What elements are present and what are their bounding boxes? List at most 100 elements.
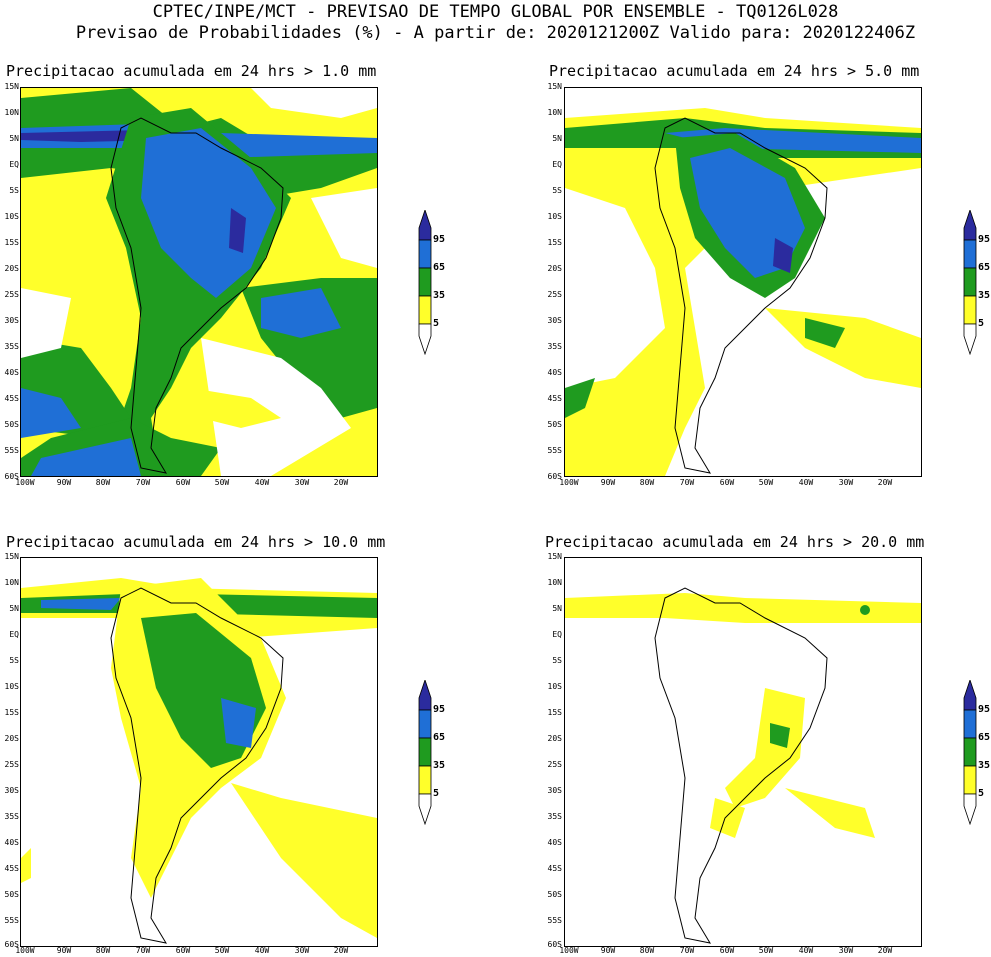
lon-label: 100W [15,946,35,955]
lat-label: EQ [9,630,19,639]
lon-label: 50W [214,478,230,487]
lon-label: 70W [679,946,695,955]
lat-label: 10N [4,578,19,587]
lat-label: EQ [9,160,19,169]
lat-label: 40S [547,368,562,377]
colorbar-label: 95 [433,704,446,715]
lat-label: 15N [547,82,562,91]
colorbar-segment-65 [963,709,977,739]
lat-label: 40S [4,838,19,847]
colorbar-segment-35 [418,267,432,297]
lat-label: 60S [4,472,19,481]
colorbar-segment-65 [963,239,977,269]
lon-label: 100W [15,478,35,487]
panel-title-3: Precipitacao acumulada em 24 hrs > 10.0 … [6,533,386,551]
colorbar-segment-65 [418,239,432,269]
lat-label: 10S [547,682,562,691]
lon-label: 50W [758,946,774,955]
figure-title-line2: Previsao de Probabilidades (%) - A parti… [75,23,916,43]
lat-label: 5S [9,656,19,665]
colorbar-graphic [963,210,977,355]
lon-label: 20W [333,946,349,955]
map-panel-2 [564,87,922,477]
lon-label: 70W [135,946,151,955]
colorbar-segment-5 [963,295,977,325]
lat-label: 35S [4,342,19,351]
map-panel-1 [20,87,378,477]
lat-label: 45S [547,394,562,403]
lat-label: 55S [4,446,19,455]
lat-label: 60S [4,940,19,949]
colorbar-segment-35 [963,267,977,297]
lat-label: 60S [547,940,562,949]
lat-label: 15S [4,238,19,247]
colorbar-segment-below-5 [963,793,977,825]
lat-label: 5S [552,656,562,665]
colorbar-segment-35 [963,737,977,767]
lon-label: 80W [95,946,111,955]
lon-label: 50W [214,946,230,955]
lat-label: 40S [547,838,562,847]
colorbar-label: 65 [978,732,991,743]
lon-label: 40W [254,478,270,487]
colorbar-segment-95 [963,210,977,241]
lat-label: 10N [547,108,562,117]
colorbar-segment-5 [418,765,432,795]
lat-label: 15N [4,552,19,561]
lat-label: 15S [547,708,562,717]
lat-label: 50S [4,420,19,429]
lat-label: 5S [552,186,562,195]
lon-label: 20W [877,478,893,487]
lon-label: 90W [56,478,72,487]
colorbar-graphic [418,210,432,355]
colorbar-label: 95 [978,704,991,715]
lat-label: 15N [547,552,562,561]
lon-label: 60W [175,946,191,955]
lat-label: 10N [4,108,19,117]
lon-label: 60W [175,478,191,487]
lat-label: 50S [4,890,19,899]
colorbar-segment-95 [418,210,432,241]
lon-label: 40W [798,946,814,955]
lat-label: 45S [4,394,19,403]
lon-label: 80W [639,478,655,487]
lat-label: EQ [552,630,562,639]
lat-label: 35S [4,812,19,821]
lat-label: 30S [547,786,562,795]
lat-label: 45S [4,864,19,873]
colorbar-segment-95 [963,680,977,711]
colorbar-graphic [963,680,977,825]
lat-label: 35S [547,812,562,821]
lon-label: 80W [639,946,655,955]
lat-label: 5N [9,134,19,143]
lon-label: 60W [719,946,735,955]
colorbar-label: 65 [978,262,991,273]
lat-label: 30S [4,786,19,795]
lat-label: 20S [4,264,19,273]
lat-label: 25S [4,290,19,299]
panel-title-4: Precipitacao acumulada em 24 hrs > 20.0 … [545,533,925,551]
lat-label: 45S [547,864,562,873]
lat-label: 50S [547,420,562,429]
colorbar-label: 5 [433,788,440,799]
colorbar-segment-5 [963,765,977,795]
lat-label: 10S [547,212,562,221]
lon-label: 40W [798,478,814,487]
lat-label: 15N [4,82,19,91]
lon-label: 20W [877,946,893,955]
colorbar-segment-95 [418,680,432,711]
colorbar-label: 35 [433,290,446,301]
lat-label: 10S [4,682,19,691]
lat-label: 20S [4,734,19,743]
lat-label: 15S [547,238,562,247]
lat-label: 20S [547,264,562,273]
lon-label: 90W [56,946,72,955]
lat-label: 25S [4,760,19,769]
colorbar-label: 35 [978,290,991,301]
lat-label: 40S [4,368,19,377]
lon-label: 30W [294,478,310,487]
colorbar-segment-below-5 [418,793,432,825]
colorbar-label: 95 [978,234,991,245]
lat-label: 25S [547,760,562,769]
lat-label: 20S [547,734,562,743]
